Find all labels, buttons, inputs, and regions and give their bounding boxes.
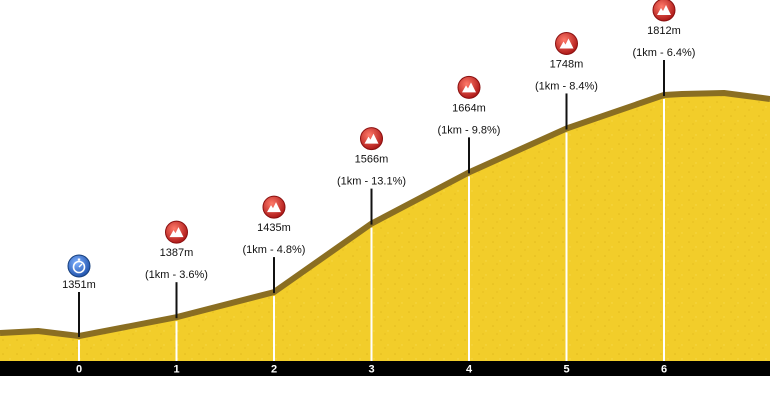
climb-icon xyxy=(262,195,286,219)
km-tick-label: 3 xyxy=(368,364,374,376)
elevation-label: 1812m xyxy=(647,25,681,37)
profile-edge xyxy=(0,90,770,339)
km-tick-label: 6 xyxy=(661,364,667,376)
km-tick-label: 1 xyxy=(173,364,179,376)
segment-gradient-label: (1km - 6.4%) xyxy=(633,47,696,59)
start-icon xyxy=(67,254,91,278)
elevation-label: 1664m xyxy=(452,102,486,114)
km-tick-label: 4 xyxy=(466,364,473,376)
elevation-label: 1566m xyxy=(355,154,389,166)
climb-icon xyxy=(165,220,188,244)
elevation-label: 1351m xyxy=(62,279,96,291)
climb-icon xyxy=(652,0,676,22)
climb-icon xyxy=(555,31,578,55)
segment-gradient-label: (1km - 9.8%) xyxy=(438,124,501,136)
elevation-label: 1748m xyxy=(550,58,584,70)
elevation-label: 1435m xyxy=(257,222,291,234)
km-tick-label: 5 xyxy=(563,364,569,376)
segment-gradient-label: (1km - 13.1%) xyxy=(337,176,406,188)
segment-gradient-label: (1km - 3.6%) xyxy=(145,269,208,281)
climb-icon xyxy=(457,75,481,99)
elevation-label: 1387m xyxy=(160,247,194,259)
segment-gradient-label: (1km - 8.4%) xyxy=(535,80,598,92)
distance-axis xyxy=(0,361,770,376)
km-tick-label: 0 xyxy=(76,364,82,376)
km-tick-label: 2 xyxy=(271,364,277,376)
climb-icon xyxy=(360,127,383,151)
profile-area xyxy=(0,93,770,361)
segment-gradient-label: (1km - 4.8%) xyxy=(243,244,306,256)
